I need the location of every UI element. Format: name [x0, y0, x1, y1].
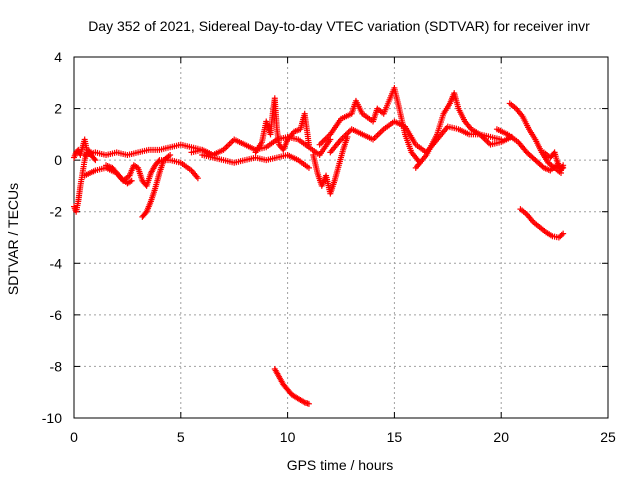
- series-arc-late-negative: [517, 206, 567, 241]
- y-axis-title: SDTVAR / TECUs: [5, 183, 21, 295]
- x-tick-label: 20: [493, 429, 509, 445]
- data-point: [167, 151, 174, 158]
- x-tick-label: 0: [70, 429, 78, 445]
- axes-layer: [73, 56, 609, 419]
- data-point: [194, 175, 201, 182]
- y-tick-label: -2: [50, 204, 63, 220]
- y-tick-label: -10: [42, 410, 62, 426]
- series-arc-late-hook: [540, 149, 567, 174]
- series-arc-morning-band-upper: [81, 141, 216, 158]
- y-tick-label: -6: [50, 307, 63, 323]
- y-tick-label: -8: [50, 358, 63, 374]
- x-tick-label: 5: [177, 429, 185, 445]
- grid-layer: [74, 57, 608, 418]
- series-arc-midday-spike: [252, 95, 312, 156]
- data-point: [560, 230, 567, 237]
- data-point: [91, 155, 98, 162]
- y-tick-label: 4: [54, 49, 62, 65]
- y-tick-label: 0: [54, 152, 62, 168]
- series-arc-afternoon-mid: [327, 118, 505, 156]
- series-arc-afternoon-drop: [310, 133, 351, 197]
- chart-title: Day 352 of 2021, Sidereal Day-to-day VTE…: [88, 18, 590, 34]
- x-tick-label: 15: [387, 429, 403, 445]
- data-point: [305, 400, 312, 407]
- plot-frame: [73, 56, 609, 419]
- data-point: [327, 136, 334, 143]
- series-arc-deep-negative: [271, 366, 312, 407]
- y-tick-label: 2: [54, 101, 62, 117]
- series-arc-late: [506, 100, 565, 177]
- data-points: [71, 84, 567, 407]
- data-point: [560, 162, 567, 169]
- x-axis-title: GPS time / hours: [287, 457, 394, 473]
- data-point: [128, 177, 135, 184]
- data-point: [142, 210, 149, 217]
- data-point: [305, 164, 312, 171]
- x-tick-label: 10: [280, 429, 296, 445]
- data-point: [305, 141, 312, 148]
- series-arc-morning-dip: [103, 162, 135, 187]
- y-tick-label: -4: [50, 255, 63, 271]
- series-arc-midday-lower: [199, 151, 312, 171]
- tick-labels: 0 5 10 15 20 25 -10 -8 -6 -4 -2 0 2 4: [42, 49, 616, 445]
- series-arc-dawn-dip: [139, 151, 174, 220]
- data-point: [92, 157, 99, 164]
- series-arc-late-lower: [493, 126, 567, 174]
- x-tick-label: 25: [600, 429, 616, 445]
